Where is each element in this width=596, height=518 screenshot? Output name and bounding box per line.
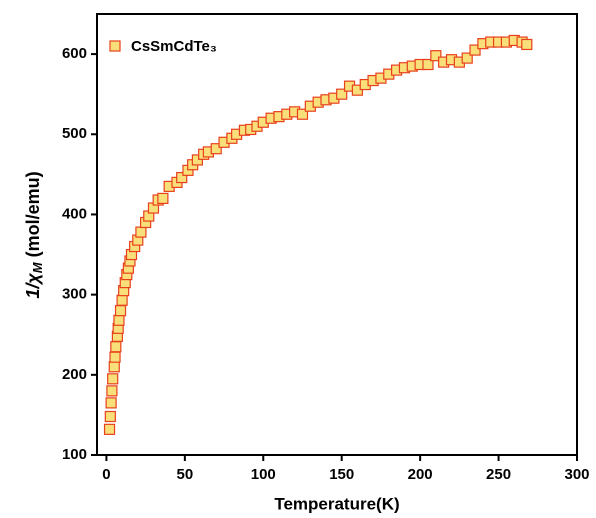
marker [109, 351, 121, 363]
y-tick-label: 100 [62, 446, 87, 463]
marker [103, 423, 116, 435]
plot-frame [96, 13, 578, 456]
y-axis-label-part: (mol/emu) [23, 171, 43, 262]
y-tick-label: 200 [62, 366, 87, 383]
marker [110, 341, 122, 353]
x-tick-label: 300 [564, 466, 589, 483]
y-axis-label-part: 1/χ [23, 273, 43, 299]
x-tick-label: 100 [251, 466, 276, 483]
legend-label: CsSmCdTe₃ [131, 38, 217, 55]
marker [351, 84, 363, 96]
marker [105, 397, 117, 409]
marker [135, 226, 147, 238]
marker [422, 58, 434, 71]
marker [191, 154, 203, 166]
marker [104, 410, 116, 423]
marker [469, 44, 481, 56]
x-tick-label: 50 [176, 466, 193, 483]
marker [113, 314, 125, 326]
x-tick-label: 150 [329, 466, 354, 483]
y-axis-label-subscript: M [30, 261, 45, 273]
legend-marker [109, 40, 121, 52]
marker [210, 143, 222, 155]
x-tick-label: 0 [102, 466, 110, 483]
x-tick-label: 250 [486, 466, 511, 483]
marker [521, 38, 533, 51]
y-axis-label: 1/χM (mol/emu) [23, 171, 46, 298]
y-tick-label: 400 [62, 205, 87, 222]
marker [461, 52, 473, 64]
y-tick-label: 500 [62, 125, 87, 142]
marker [430, 50, 442, 62]
marker [336, 88, 348, 100]
marker [157, 192, 169, 205]
marker [106, 385, 118, 397]
marker [116, 294, 128, 306]
marker [296, 108, 309, 120]
x-axis-label: Temperature(K) [274, 494, 399, 513]
marker [108, 361, 120, 373]
marker [114, 305, 127, 317]
y-tick-label: 600 [62, 45, 87, 62]
y-tick-label: 300 [62, 286, 87, 303]
marker [107, 373, 119, 385]
x-tick-label: 200 [408, 466, 433, 483]
marker [176, 171, 188, 184]
